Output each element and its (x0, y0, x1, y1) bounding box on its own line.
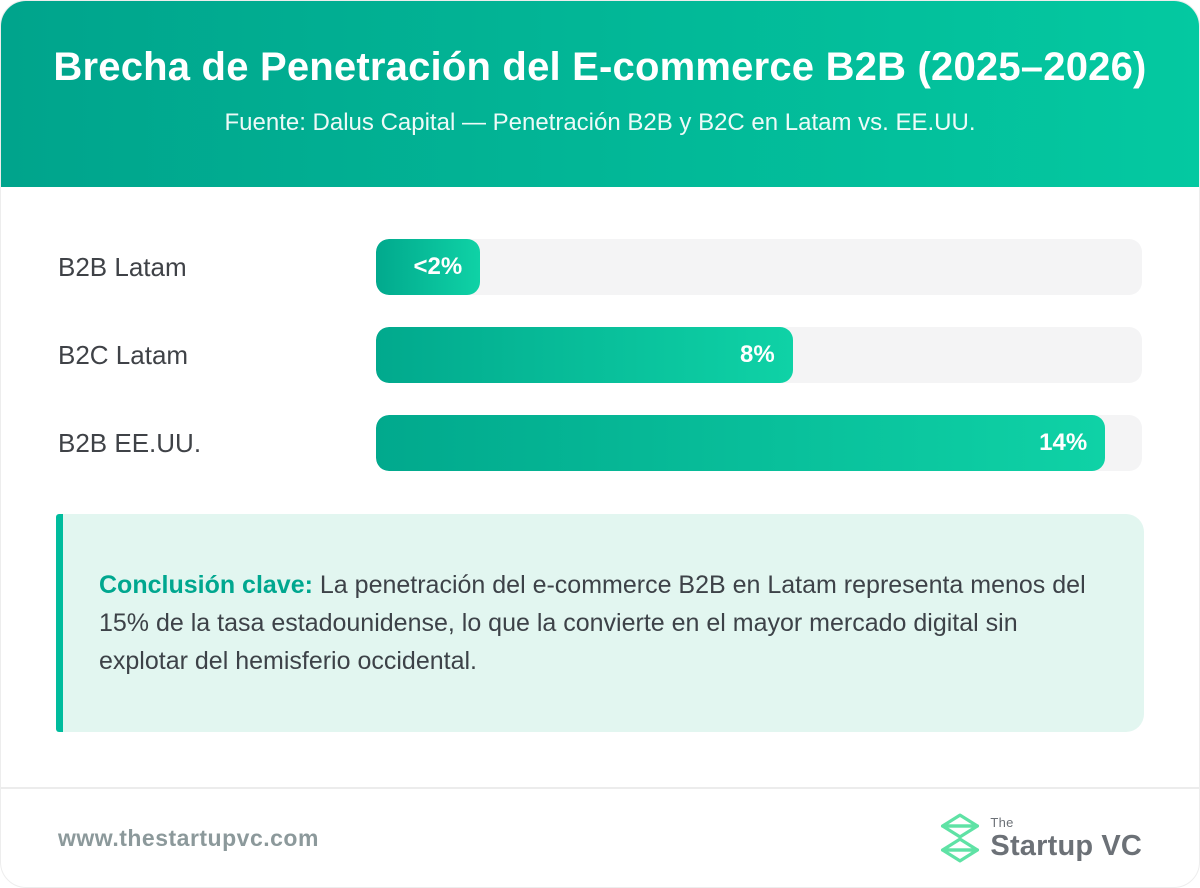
page-title: Brecha de Penetración del E-commerce B2B… (53, 45, 1147, 89)
bar-track: <2% (376, 239, 1142, 295)
bar-category-label: B2B EE.UU. (58, 427, 202, 458)
bar-value-label: 8% (740, 341, 775, 368)
brand-logo: The Startup VC (937, 813, 1142, 863)
conclusion-heading: Conclusión clave: (99, 571, 313, 599)
bar-category-label: B2B Latam (58, 251, 187, 282)
conclusion-body: La penetración del e-commerce B2B en Lat… (99, 571, 1086, 675)
brand-logo-the: The (990, 814, 1014, 830)
header-banner: Brecha de Penetración del E-commerce B2B… (1, 1, 1199, 187)
bar-chart: B2B Latam <2% B2C Latam 8% B2B EE.UU. 14… (1, 187, 1199, 471)
source-subtitle: Fuente: Dalus Capital — Penetración B2B … (224, 109, 976, 136)
bar-category-label: B2C Latam (58, 339, 189, 370)
bar-track: 8% (376, 327, 1142, 383)
conclusion-callout: Conclusión clave: La penetración del e-c… (56, 514, 1144, 732)
brand-logo-startup: Startup (990, 829, 1094, 862)
bar-row-b2c-latam: B2C Latam 8% (58, 327, 1142, 383)
bar-fill: 8% (376, 327, 793, 383)
bar-track: 14% (376, 415, 1142, 471)
brand-logo-text: The Startup VC (990, 816, 1142, 861)
footer: www.thestartupvc.com The Startup VC (1, 787, 1199, 887)
bar-fill: <2% (376, 239, 481, 295)
bar-row-b2b-eeuu: B2B EE.UU. 14% (58, 415, 1142, 471)
bar-row-b2b-latam: B2B Latam <2% (58, 239, 1142, 295)
bar-value-label: 14% (1039, 429, 1088, 456)
bar-fill: 14% (376, 415, 1106, 471)
conclusion-text: Conclusión clave: La penetración del e-c… (99, 566, 1100, 680)
website-url: www.thestartupvc.com (58, 824, 319, 851)
brand-logo-vc: VC (1101, 829, 1142, 862)
startup-vc-logo-icon (941, 813, 980, 863)
bar-value-label: <2% (413, 253, 463, 280)
brand-logo-name: Startup VC (990, 829, 1142, 862)
